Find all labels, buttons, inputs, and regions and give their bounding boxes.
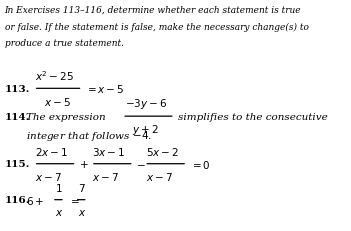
- Text: $x$: $x$: [55, 207, 64, 218]
- Text: $x - 7$: $x - 7$: [35, 171, 62, 183]
- Text: In Exercises 113–116, determine whether each statement is true: In Exercises 113–116, determine whether …: [5, 6, 301, 15]
- Text: $x^2 - 25$: $x^2 - 25$: [35, 69, 74, 83]
- Text: $=$: $=$: [68, 195, 79, 204]
- Text: $7$: $7$: [78, 181, 86, 193]
- Text: $y + 2$: $y + 2$: [132, 122, 159, 136]
- Text: 114.: 114.: [5, 112, 30, 121]
- Text: produce a true statement.: produce a true statement.: [5, 39, 124, 48]
- Text: simplifies to the consecutive: simplifies to the consecutive: [178, 112, 328, 121]
- Text: $x - 5$: $x - 5$: [44, 96, 71, 108]
- Text: $x - 7$: $x - 7$: [146, 171, 173, 183]
- Text: $5x - 2$: $5x - 2$: [146, 145, 179, 157]
- Text: 115.: 115.: [5, 160, 30, 168]
- Text: $-3y - 6$: $-3y - 6$: [125, 97, 167, 111]
- Text: $+$: $+$: [79, 158, 88, 170]
- Text: $x$: $x$: [78, 207, 87, 218]
- Text: 116.: 116.: [5, 195, 30, 204]
- Text: $6 +$: $6 +$: [26, 194, 45, 206]
- Text: integer that follows $-4$.: integer that follows $-4$.: [26, 128, 152, 142]
- Text: $-$: $-$: [136, 160, 146, 168]
- Text: $3x - 1$: $3x - 1$: [92, 145, 125, 157]
- Text: $= x - 5$: $= x - 5$: [85, 83, 125, 95]
- Text: $x - 7$: $x - 7$: [92, 171, 119, 183]
- Text: $1$: $1$: [55, 181, 63, 193]
- Text: $= 0$: $= 0$: [190, 158, 210, 170]
- Text: or false. If the statement is false, make the necessary change(s) to: or false. If the statement is false, mak…: [5, 22, 309, 31]
- Text: $2x - 1$: $2x - 1$: [35, 145, 68, 157]
- Text: The expression: The expression: [26, 112, 106, 121]
- Text: 113.: 113.: [5, 85, 30, 93]
